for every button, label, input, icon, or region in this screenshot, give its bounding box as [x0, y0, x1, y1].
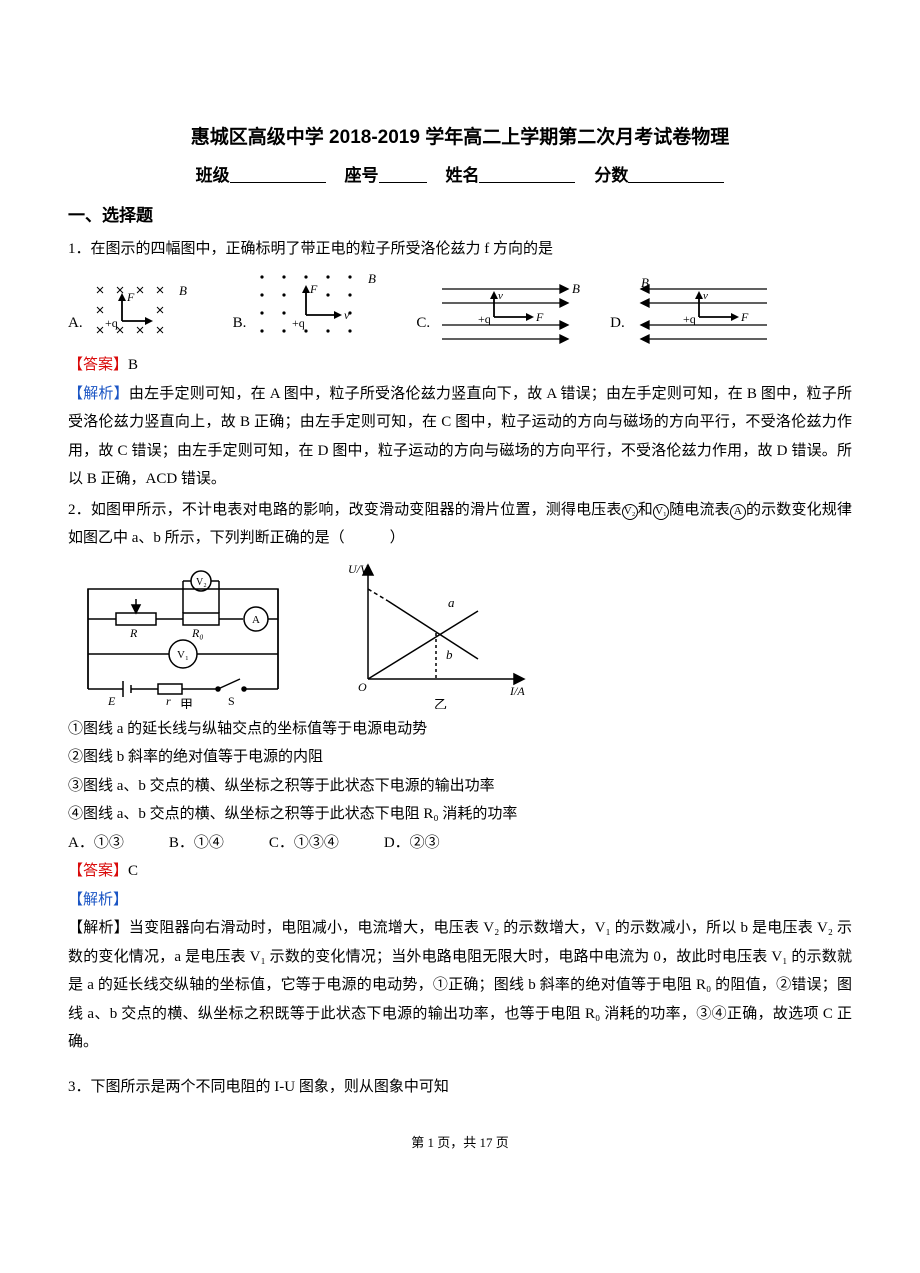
- svg-text:R: R: [129, 626, 138, 640]
- svg-text:+q: +q: [105, 316, 118, 330]
- page-footer: 第 1 页，共 17 页: [68, 1131, 852, 1176]
- svg-text:B: B: [572, 281, 580, 296]
- section-1-header: 一、选择题: [68, 200, 852, 232]
- class-blank[interactable]: [230, 182, 326, 183]
- q2-circuit-diagram: V₂ V₁ A R R₀ E r S 甲: [68, 559, 298, 709]
- q2-stem-part2: 和: [638, 502, 653, 518]
- q2-item-2: ②图线 b 斜率的绝对值等于电源的内阻: [68, 743, 852, 772]
- q1-analysis: 【解析】由左手定则可知，在 A 图中，粒子所受洛伦兹力竖直向下，故 A 错误；由…: [68, 380, 852, 494]
- q2-item-1: ①图线 a 的延长线与纵轴交点的坐标值等于电源电动势: [68, 715, 852, 744]
- svg-text:+q: +q: [683, 312, 696, 326]
- q1-option-c-label: C.: [416, 309, 430, 348]
- footer-prefix: 第: [411, 1135, 427, 1150]
- score-blank[interactable]: [628, 182, 724, 183]
- svg-text:E: E: [107, 694, 116, 708]
- answer-label: 【答案】: [68, 357, 128, 373]
- svg-text:+q: +q: [478, 312, 491, 326]
- svg-text:F: F: [309, 282, 318, 296]
- answer-label: 【答案】: [68, 863, 128, 879]
- svg-text:F: F: [126, 290, 135, 304]
- q2-analysis-text: 【解析】当变阻器向右滑动时，电阻减小，电流增大，电压表 V₂ 的示数增大，V₁ …: [68, 914, 852, 1057]
- svg-text:S: S: [228, 694, 235, 708]
- footer-mid: 页，共: [434, 1135, 480, 1150]
- svg-text:A: A: [252, 614, 260, 626]
- q1-diagram-a: F +q B: [87, 277, 207, 347]
- name-label: 姓名: [445, 166, 479, 185]
- exam-title: 惠城区高级中学 2018-2019 学年高二上学期第二次月考试卷物理: [68, 120, 852, 156]
- svg-text:r: r: [166, 694, 171, 708]
- q2-stem-part3: 随电流表: [669, 502, 730, 518]
- q1-stem: 1．在图示的四幅图中，正确标明了带正电的粒子所受洛伦兹力 f 方向的是: [68, 235, 852, 264]
- svg-text:v: v: [703, 290, 708, 302]
- v2-icon: V₂: [622, 504, 638, 520]
- svg-text:B: B: [179, 283, 187, 298]
- class-label: 班级: [196, 166, 230, 185]
- q3-stem: 3．下图所示是两个不同电阻的 I-U 图象，则从图象中可知: [68, 1073, 852, 1102]
- q1-options: A.: [68, 267, 852, 347]
- q1-option-a[interactable]: A.: [68, 277, 207, 347]
- a-icon: A: [730, 504, 746, 520]
- q1-option-d[interactable]: D. B v: [610, 277, 779, 347]
- svg-text:B: B: [641, 277, 649, 290]
- graph-line-b: b: [446, 647, 453, 662]
- name-blank[interactable]: [479, 182, 575, 183]
- graph-line-a: a: [448, 595, 455, 610]
- q2-answer: 【答案】C: [68, 857, 852, 886]
- q1-answer-value: B: [128, 357, 138, 373]
- footer-total: 17: [480, 1135, 493, 1150]
- svg-text:v: v: [498, 290, 503, 302]
- q2-stem: 2．如图甲所示，不计电表对电路的影响，改变滑动变阻器的滑片位置，测得电压表V₂和…: [68, 496, 852, 553]
- q1-diagram-c: B v F +q: [434, 277, 584, 347]
- analysis-label: 【解析】: [68, 386, 129, 402]
- q1-diagram-d: B v F +q: [629, 277, 779, 347]
- q1-option-c[interactable]: C. B v: [416, 277, 584, 347]
- graph-caption: 乙: [434, 697, 447, 709]
- q1-option-d-label: D.: [610, 309, 625, 348]
- q1-answer: 【答案】B: [68, 351, 852, 380]
- svg-text:v: v: [344, 308, 350, 322]
- q1-option-b[interactable]: B. F v: [233, 267, 391, 347]
- svg-text:F: F: [535, 310, 544, 324]
- svg-text:F: F: [740, 310, 749, 324]
- svg-text:+q: +q: [292, 316, 305, 330]
- q2-item-3: ③图线 a、b 交点的横、纵坐标之积等于此状态下电源的输出功率: [68, 772, 852, 801]
- svg-text:甲: 甲: [180, 697, 193, 709]
- seat-blank[interactable]: [379, 182, 427, 183]
- q2-graph-diagram: U/V I/A O a b 乙: [338, 559, 538, 709]
- student-info-line: 班级 座号 姓名 分数: [68, 160, 852, 192]
- svg-text:V₁: V₁: [177, 649, 189, 661]
- q1-option-b-label: B.: [233, 309, 247, 348]
- score-label: 分数: [594, 166, 628, 185]
- graph-x-label: I/A: [509, 684, 525, 698]
- q2-figures: V₂ V₁ A R R₀ E r S 甲: [68, 559, 852, 709]
- q2-choices: A．①③ B．①④ C．①③④ D．②③: [68, 829, 852, 858]
- svg-text:V₂: V₂: [196, 577, 207, 588]
- graph-origin: O: [358, 680, 367, 694]
- q1-option-a-label: A.: [68, 309, 83, 348]
- q1-analysis-text: 由左手定则可知，在 A 图中，粒子所受洛伦兹力竖直向下，故 A 错误；由左手定则…: [68, 386, 852, 488]
- graph-y-label: U/V: [348, 562, 369, 576]
- footer-suffix: 页: [493, 1135, 509, 1150]
- svg-text:R₀: R₀: [191, 626, 204, 640]
- v1-icon: V₁: [653, 504, 669, 520]
- svg-text:B: B: [368, 271, 376, 286]
- q2-analysis-label: 【解析】: [68, 886, 852, 915]
- q2-answer-value: C: [128, 863, 138, 879]
- seat-label: 座号: [345, 166, 379, 185]
- q2-stem-part1: 2．如图甲所示，不计电表对电路的影响，改变滑动变阻器的滑片位置，测得电压表: [68, 502, 622, 518]
- q1-diagram-b: F v +q B: [250, 267, 390, 347]
- q2-item-4: ④图线 a、b 交点的横、纵坐标之积等于此状态下电阻 R₀ 消耗的功率: [68, 800, 852, 829]
